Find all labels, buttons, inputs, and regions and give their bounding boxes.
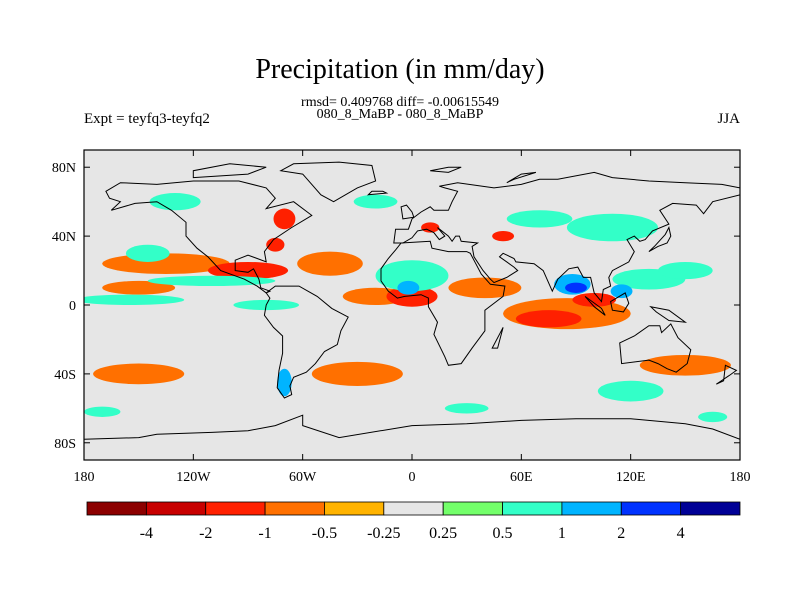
season-label: JJA bbox=[717, 111, 740, 127]
colorbar-label: 1 bbox=[558, 525, 566, 542]
anomaly-patch bbox=[610, 284, 633, 299]
coastline-novaya-zemlya bbox=[506, 171, 537, 184]
colorbar-swatch bbox=[442, 501, 503, 516]
y-tick-label: 0 bbox=[69, 299, 76, 314]
x-tick-label: 120E bbox=[616, 470, 646, 485]
coastline-africa bbox=[380, 240, 506, 366]
colorbar-swatch bbox=[383, 501, 444, 516]
x-tick-label: 180 bbox=[730, 470, 751, 485]
colorbar-label: -0.25 bbox=[367, 525, 400, 542]
coastline-borneo bbox=[610, 292, 630, 313]
anomaly-patch bbox=[572, 292, 617, 307]
coastline-iceland bbox=[366, 190, 389, 196]
x-tick-label: 0 bbox=[409, 470, 416, 485]
colorbar-label: 0.25 bbox=[429, 525, 457, 542]
coastline-layer bbox=[84, 161, 740, 460]
colorbar-swatch bbox=[145, 501, 207, 516]
experiment-label: Expt = teyfq3-teyfq2 bbox=[84, 111, 210, 127]
colorbar-swatch bbox=[205, 501, 266, 516]
anomaly-patch bbox=[125, 244, 170, 262]
plot-title: Precipitation (in mm/day) bbox=[255, 54, 545, 85]
coastline-uk bbox=[400, 204, 415, 220]
anomaly-patch bbox=[658, 261, 713, 280]
x-tick-label: 60E bbox=[510, 470, 533, 485]
x-tick-label: 60W bbox=[289, 470, 317, 485]
anomaly-patch bbox=[506, 210, 573, 228]
anomaly-patch bbox=[448, 277, 522, 299]
colorbar-label: -2 bbox=[199, 525, 212, 542]
colorbar-label: -4 bbox=[140, 525, 153, 542]
anomaly-patch bbox=[375, 260, 449, 292]
y-tick-label: 80S bbox=[54, 437, 76, 452]
anomaly-patch bbox=[93, 363, 185, 385]
anomaly-layer bbox=[84, 193, 731, 423]
anomaly-patch bbox=[444, 403, 489, 414]
colorbar-swatch bbox=[86, 501, 147, 516]
coastline-australia bbox=[619, 323, 692, 373]
coastline-greenland bbox=[279, 161, 377, 203]
anomaly-patch bbox=[207, 261, 289, 280]
colorbar-swatch bbox=[502, 501, 563, 516]
coastline-new-zealand bbox=[716, 364, 738, 385]
coastline-eurasia bbox=[393, 171, 740, 303]
anomaly-patch bbox=[84, 406, 121, 417]
colorbar-label: -1 bbox=[258, 525, 271, 542]
colorbar-label: 2 bbox=[617, 525, 625, 542]
subtitle: 080_8_MaBP - 080_8_MaBP bbox=[316, 107, 484, 122]
coastline-antarctica bbox=[84, 414, 740, 460]
anomaly-patch bbox=[515, 310, 582, 328]
anomaly-patch bbox=[149, 193, 201, 211]
coastline-madagascar bbox=[491, 327, 504, 349]
anomaly-patch bbox=[492, 230, 515, 242]
anomaly-patch bbox=[311, 361, 403, 386]
anomaly-patch bbox=[277, 368, 292, 397]
anomaly-patch bbox=[353, 194, 398, 209]
coastline-arctic-islands bbox=[192, 163, 267, 179]
colorbar-swatch bbox=[561, 501, 622, 516]
anomaly-patch bbox=[565, 282, 587, 293]
y-tick-label: 40S bbox=[54, 368, 76, 383]
anomaly-patch bbox=[102, 280, 176, 295]
coastline-south-america bbox=[263, 285, 349, 399]
y-tick-label: 40N bbox=[52, 230, 76, 245]
coastline-sumatra bbox=[584, 295, 606, 316]
y-tick-label: 80N bbox=[52, 161, 76, 176]
coastline-north-america bbox=[105, 180, 313, 294]
colorbar-label: 0.5 bbox=[493, 525, 513, 542]
colorbar: -4 -2 -1 -0.5 -0.25 0.25 0.5 1 2 4 bbox=[86, 501, 741, 542]
colorbar-swatch bbox=[324, 501, 385, 516]
colorbar-swatch bbox=[620, 501, 682, 516]
anomaly-patch bbox=[84, 294, 185, 305]
coastline-new-guinea bbox=[649, 305, 688, 323]
coastline-svalbard bbox=[430, 166, 462, 173]
x-tick-label: 120W bbox=[176, 470, 211, 485]
x-tick-label: 180 bbox=[74, 470, 95, 485]
coastline-japan bbox=[648, 226, 672, 253]
anomaly-patch bbox=[597, 380, 664, 402]
anomaly-patch bbox=[297, 251, 363, 276]
anomaly-patch bbox=[266, 237, 285, 252]
anomaly-patch bbox=[566, 213, 658, 242]
colorbar-swatch bbox=[680, 501, 741, 516]
colorbar-label: -0.5 bbox=[312, 525, 337, 542]
anomaly-patch bbox=[273, 208, 296, 230]
colorbar-label: 4 bbox=[677, 525, 685, 542]
anomaly-patch bbox=[147, 275, 276, 287]
colorbar-swatch bbox=[264, 501, 325, 516]
anomaly-patch bbox=[421, 222, 440, 233]
anomaly-patch bbox=[397, 280, 420, 295]
axis-ticks: 180 120W 60W 0 60E 120E 180 80N 40N 0 40S 80S bbox=[52, 150, 751, 485]
stats-line: rmsd= 0.409768 diff= -0.00615549 bbox=[301, 95, 499, 110]
anomaly-patch bbox=[698, 411, 728, 423]
